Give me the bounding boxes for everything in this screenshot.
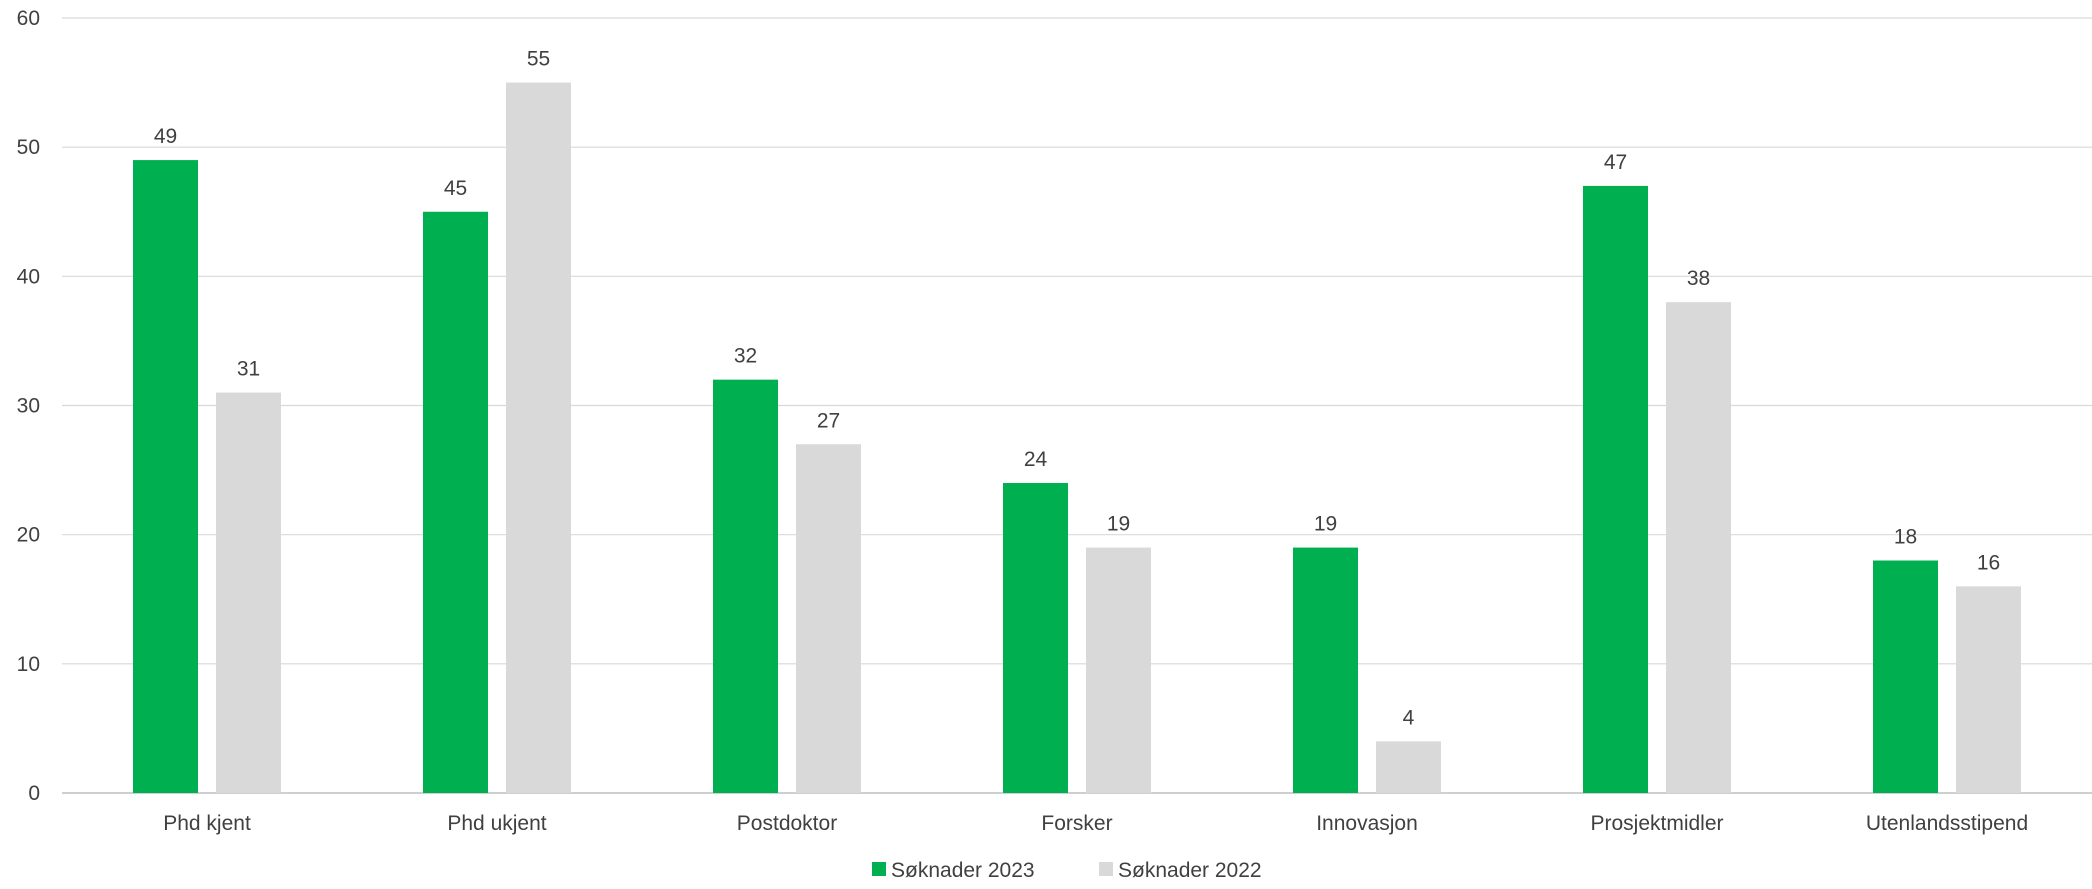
data-label: 45: [444, 177, 467, 200]
data-label: 32: [734, 345, 757, 368]
legend-swatch: [872, 862, 886, 876]
x-category-label: Utenlandsstipend: [1866, 812, 2028, 835]
bar-soknader-2023: [1293, 547, 1358, 793]
bar-soknader-2023: [423, 211, 488, 793]
bar-soknader-2023: [1873, 560, 1938, 793]
bar-soknader-2022: [1956, 586, 2021, 793]
data-label: 19: [1314, 513, 1337, 536]
data-label: 49: [154, 125, 177, 148]
data-label: 38: [1687, 267, 1710, 290]
data-label: 4: [1403, 706, 1415, 729]
legend-label: Søknader 2022: [1118, 859, 1262, 882]
bar-soknader-2023: [713, 379, 778, 793]
bar-soknader-2022: [1376, 741, 1441, 793]
x-category-label: Forsker: [1041, 812, 1112, 835]
x-category-label: Prosjektmidler: [1590, 812, 1723, 835]
bar-soknader-2023: [1003, 483, 1068, 793]
data-label: 31: [237, 358, 260, 381]
bar-soknader-2023: [133, 160, 198, 794]
data-label: 55: [527, 48, 550, 71]
data-label: 19: [1107, 513, 1130, 536]
y-axis-tick-labels: 0 10 20 30 40 50 60: [17, 7, 40, 805]
y-tick-label: 50: [17, 136, 40, 159]
y-tick-label: 10: [17, 653, 40, 676]
data-label: 24: [1024, 448, 1048, 471]
legend-swatch: [1099, 862, 1113, 876]
bar-soknader-2022: [1086, 547, 1151, 793]
x-category-label: Innovasjon: [1316, 812, 1418, 835]
legend-label: Søknader 2023: [891, 859, 1035, 882]
data-label: 18: [1894, 526, 1917, 549]
x-category-label: Postdoktor: [737, 812, 837, 835]
y-tick-label: 20: [17, 524, 40, 547]
bar-soknader-2022: [1666, 302, 1731, 793]
data-labels: 49 31 45 55 32 27 24 19 19 4 47 38 18 16: [154, 48, 2000, 730]
x-category-label: Phd ukjent: [447, 812, 546, 835]
data-label: 47: [1604, 151, 1627, 174]
gridlines: [62, 17, 2092, 794]
bar-soknader-2022: [796, 444, 861, 793]
y-tick-label: 30: [17, 395, 40, 418]
bar-soknader-2022: [506, 82, 571, 794]
y-tick-label: 60: [17, 7, 40, 30]
bar-soknader-2022: [216, 392, 281, 793]
bars: [133, 82, 2021, 794]
legend: Søknader 2023 Søknader 2022: [872, 859, 1262, 882]
x-category-label: Phd kjent: [163, 812, 251, 835]
x-axis-category-labels: Phd kjent Phd ukjent Postdoktor Forsker Inno…: [163, 812, 2028, 835]
y-tick-label: 0: [28, 782, 40, 805]
data-label: 27: [817, 409, 840, 432]
data-label: 16: [1977, 551, 2000, 574]
bar-soknader-2023: [1583, 185, 1648, 793]
y-tick-label: 40: [17, 265, 40, 288]
